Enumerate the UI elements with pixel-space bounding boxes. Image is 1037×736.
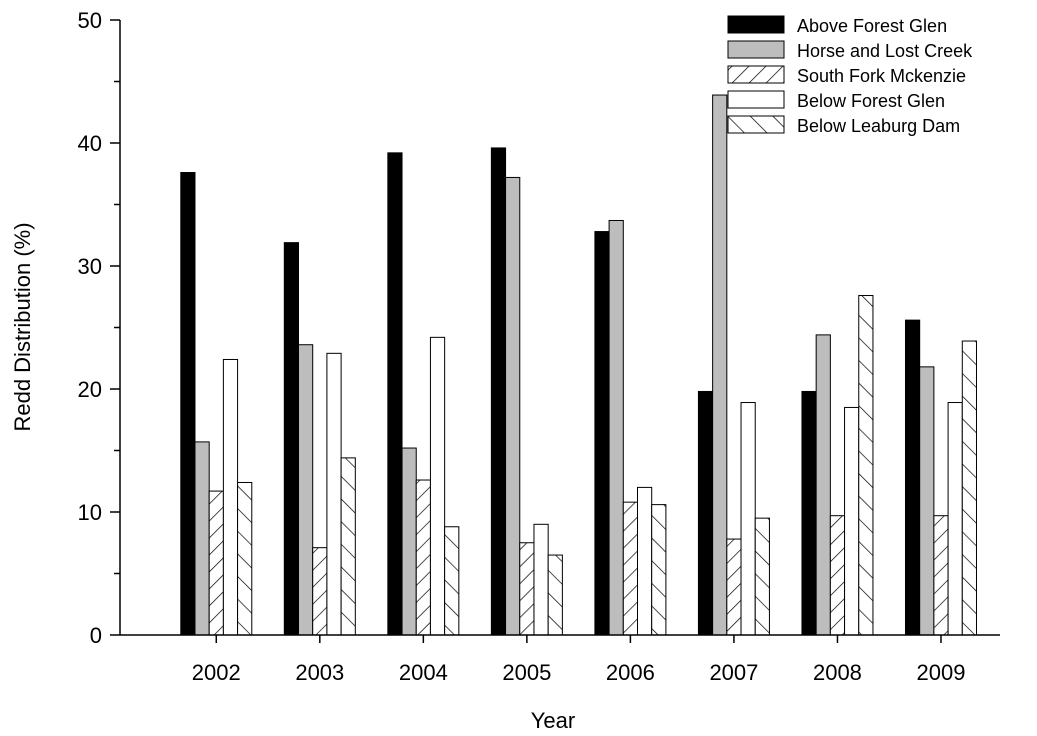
legend-swatch: [727, 65, 785, 84]
bar: [533, 523, 549, 636]
bar: [651, 504, 667, 636]
bar: [180, 172, 196, 636]
bar: [415, 479, 431, 636]
bar: [444, 526, 460, 636]
legend-label: Above Forest Glen: [797, 16, 947, 36]
x-tick-label: 2004: [399, 660, 448, 685]
bar: [712, 94, 728, 636]
x-tick-label: 2009: [917, 660, 966, 685]
y-tick-label: 0: [90, 623, 102, 648]
bar: [208, 490, 224, 636]
bar: [754, 517, 770, 636]
bar: [326, 352, 342, 636]
bar: [801, 390, 817, 636]
bar: [947, 402, 963, 636]
bar: [237, 481, 253, 636]
bar: [298, 344, 314, 636]
bar: [919, 366, 935, 636]
x-tick-label: 2003: [295, 660, 344, 685]
bar: [505, 176, 521, 636]
x-axis-ticks: 2002 2003 2004 2005 2006 2007 2008 2009: [192, 635, 966, 685]
y-tick-label: 10: [78, 500, 102, 525]
bar: [829, 515, 846, 636]
legend-swatch: [727, 40, 785, 59]
bar: [429, 336, 446, 636]
bar: [594, 231, 610, 636]
bar: [622, 501, 638, 636]
bar: [697, 390, 714, 636]
y-axis-ticks: 0 10 20 30 40 50: [78, 8, 120, 648]
bar: [283, 242, 300, 636]
bar: [637, 486, 653, 636]
legend-label: Below Forest Glen: [797, 91, 945, 111]
legend-label: Below Leaburg Dam: [797, 116, 960, 136]
bar: [340, 457, 356, 636]
y-tick-label: 50: [78, 8, 102, 33]
x-tick-label: 2006: [606, 660, 655, 685]
bar: [933, 515, 949, 636]
bar: [844, 406, 860, 636]
x-tick-label: 2008: [813, 660, 862, 685]
y-tick-label: 20: [78, 377, 102, 402]
y-tick-label: 40: [78, 131, 102, 156]
bar: [222, 358, 239, 636]
x-axis-title: Year: [531, 708, 575, 733]
y-axis-title: Redd Distribution (%): [10, 222, 35, 431]
x-tick-label: 2007: [709, 660, 758, 685]
bar: [547, 554, 563, 636]
bar: [726, 538, 742, 636]
legend-swatch: [727, 90, 785, 109]
bar: [608, 219, 624, 636]
x-tick-label: 2002: [192, 660, 241, 685]
legend-swatch: [727, 15, 785, 34]
bar: [904, 319, 921, 636]
x-tick-label: 2005: [502, 660, 551, 685]
y-tick-label: 30: [78, 254, 102, 279]
legend-label: Horse and Lost Creek: [797, 41, 973, 61]
bar: [490, 147, 507, 636]
legend: Above Forest Glen Horse and Lost Creek Sou…: [727, 15, 973, 136]
bar: [519, 542, 535, 636]
bar: [740, 402, 756, 636]
bars-layer: [180, 94, 977, 636]
bar: [312, 547, 328, 636]
bar: [815, 334, 831, 636]
bar: [194, 441, 210, 636]
bar: [387, 152, 403, 636]
legend-label: South Fork Mckenzie: [797, 66, 966, 86]
bar: [401, 447, 417, 636]
bar: [961, 340, 977, 636]
bar: [858, 295, 874, 636]
legend-swatch: [727, 115, 785, 134]
